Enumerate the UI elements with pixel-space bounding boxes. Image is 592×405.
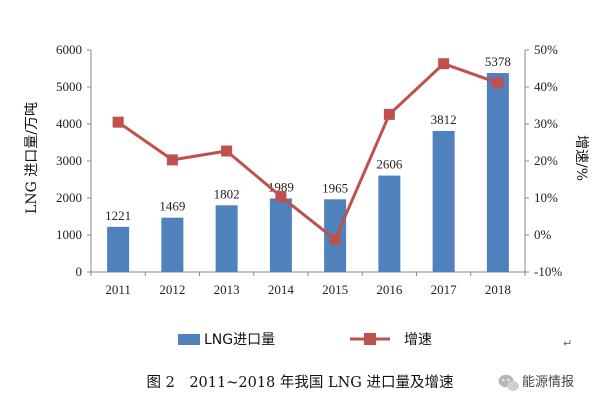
legend-bar-label: LNG进口量 [204,332,275,348]
growth-marker [275,191,287,203]
y-right-tick-label: 30% [534,116,558,131]
paragraph-mark: ↵ [563,337,572,350]
bar-data-label: 1221 [105,208,131,223]
bar-data-label: 2606 [376,157,403,172]
growth-line [117,62,499,241]
y-right-tick-label: 50% [534,42,558,57]
bar-data-label: 3812 [431,112,457,127]
bars [107,73,509,272]
y-left-ticks: 0 1000 2000 3000 4000 5000 6000 [56,42,91,279]
x-tick-label: 2014 [268,282,295,297]
y-right-ticks: -10% 0% 10% 20% 30% 40% 50% [525,42,562,279]
bar [107,226,130,272]
y-axis-right-title: 增速/% [573,135,589,181]
bar [486,73,509,272]
watermark-text: 能源情报 [522,375,574,390]
x-tick-label: 2015 [322,282,348,297]
figure-caption: 图 2 2011~2018 年我国 LNG 进口量及增速 [146,374,453,391]
bar-data-label: 1469 [159,199,185,214]
wechat-icon [498,374,519,391]
x-tick-label: 2017 [431,282,458,297]
y-left-tick-label: 5000 [56,79,82,94]
x-tick-label: 2016 [376,282,403,297]
growth-marker [112,116,124,128]
x-tick-label: 2013 [214,282,240,297]
growth-line-layer [112,58,504,245]
y-left-tick-label: 0 [76,264,83,279]
y-right-tick-label: 20% [534,153,558,168]
growth-marker [383,108,395,120]
bar [378,175,401,272]
growth-marker [438,58,450,70]
legend-bar-swatch [178,334,200,345]
x-ticks: 2011 2012 2013 2014 2015 2016 2017 2018 [90,272,526,297]
y-right-tick-label: -10% [534,264,562,279]
y-left-tick-label: 1000 [56,227,82,242]
y-left-tick-label: 6000 [56,42,82,57]
y-left-tick-label: 2000 [56,190,82,205]
y-left-tick-label: 3000 [56,153,82,168]
y-right-tick-label: 10% [534,190,558,205]
legend-line-label: 增速 [404,332,432,348]
x-tick-label: 2018 [485,282,511,297]
growth-marker [221,145,233,157]
x-tick-label: 2011 [105,282,131,297]
bar [161,217,184,272]
legend: LNG进口量 增速 [178,332,432,348]
y-right-tick-label: 0% [534,227,552,242]
y-left-tick-label: 4000 [56,116,82,131]
bar-data-label: 5378 [485,54,511,69]
bar [269,198,292,272]
bar [432,130,455,272]
watermark: 能源情报 [498,374,574,391]
bar [215,205,238,272]
bar-data-label: 1965 [322,180,348,195]
legend-line-marker [364,333,376,345]
y-right-tick-label: 40% [534,79,558,94]
x-tick-label: 2012 [159,282,185,297]
growth-marker [492,77,504,89]
y-axis-left-title: LNG 进口量/万吨 [24,102,40,214]
growth-marker [166,154,178,166]
growth-marker [329,233,341,245]
bar-data-label: 1802 [214,186,240,201]
